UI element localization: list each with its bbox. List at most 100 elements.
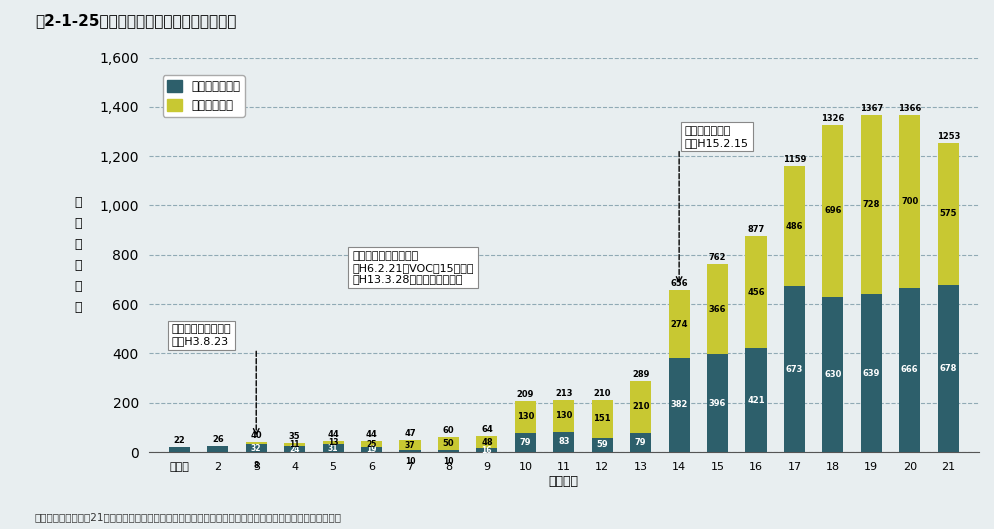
Bar	[554, 399, 575, 432]
Text: 130: 130	[517, 412, 534, 421]
Text: 1366: 1366	[899, 104, 921, 113]
Text: 79: 79	[520, 438, 531, 447]
Text: 50: 50	[442, 439, 454, 448]
Text: 396: 396	[709, 399, 727, 408]
Bar	[400, 441, 420, 450]
Text: 47: 47	[405, 430, 415, 439]
Bar	[361, 448, 382, 452]
Text: 666: 666	[901, 366, 918, 375]
Text: 289: 289	[632, 370, 649, 379]
Text: 31: 31	[328, 444, 338, 453]
Text: 11: 11	[289, 440, 300, 449]
Bar	[207, 445, 229, 452]
Bar	[246, 444, 266, 452]
Text: 32: 32	[250, 444, 261, 453]
Text: 83: 83	[558, 437, 570, 446]
Text: 673: 673	[786, 364, 803, 373]
Bar	[746, 348, 766, 452]
Text: 1159: 1159	[782, 156, 806, 165]
Text: 728: 728	[863, 200, 880, 209]
Bar	[937, 143, 959, 285]
Text: 24: 24	[289, 444, 300, 453]
Text: 639: 639	[863, 369, 880, 378]
Text: 151: 151	[593, 414, 611, 423]
X-axis label: （年度）: （年度）	[549, 475, 579, 488]
Text: 630: 630	[824, 370, 842, 379]
Text: 1253: 1253	[936, 132, 960, 141]
Text: 64: 64	[481, 425, 493, 434]
Bar	[630, 381, 651, 433]
Text: 60: 60	[442, 426, 454, 435]
Bar	[784, 166, 805, 286]
Bar	[438, 450, 459, 452]
Text: 19: 19	[367, 445, 377, 454]
Text: 土壌環境基準の設定
設定H3.8.23: 土壌環境基準の設定 設定H3.8.23	[172, 324, 232, 346]
Bar	[591, 437, 613, 452]
Bar	[361, 441, 382, 448]
Bar	[707, 354, 729, 452]
Text: 213: 213	[555, 389, 573, 398]
Bar	[630, 433, 651, 452]
Bar	[900, 115, 920, 288]
Text: 16: 16	[482, 445, 492, 454]
Text: 696: 696	[824, 206, 842, 215]
Bar	[822, 125, 844, 297]
Bar	[322, 444, 344, 452]
Text: 382: 382	[670, 400, 688, 409]
Bar	[822, 297, 844, 452]
Text: 421: 421	[747, 396, 764, 405]
Text: 209: 209	[517, 389, 534, 398]
Text: 図2-1-25　年度別の土壌汚染判明事例件数: 図2-1-25 年度別の土壌汚染判明事例件数	[35, 13, 237, 28]
Text: 1326: 1326	[821, 114, 845, 123]
Text: 877: 877	[747, 225, 764, 234]
Text: 出典：環境省「平成21年度　土壌汚染対策法の施行状況及び土壌汚染調査・対策事例等に関する調査結果」: 出典：環境省「平成21年度 土壌汚染対策法の施行状況及び土壌汚染調査・対策事例等…	[35, 513, 342, 523]
Bar	[669, 290, 690, 358]
Bar	[937, 285, 959, 452]
Bar	[169, 446, 190, 452]
Text: 700: 700	[902, 197, 918, 206]
Bar	[861, 115, 882, 295]
Text: 130: 130	[555, 411, 573, 420]
Text: 59: 59	[596, 440, 608, 449]
Bar	[784, 286, 805, 452]
Text: 762: 762	[709, 253, 727, 262]
Text: 土壌汚染対策法
施行H15.2.15: 土壌汚染対策法 施行H15.2.15	[685, 126, 748, 148]
Text: 37: 37	[405, 441, 415, 450]
Y-axis label: 調
査
事
例
件
数: 調 査 事 例 件 数	[75, 196, 83, 314]
Text: 1367: 1367	[860, 104, 883, 113]
Bar	[746, 236, 766, 348]
Bar	[591, 400, 613, 437]
Bar	[476, 448, 497, 452]
Text: 486: 486	[785, 222, 803, 231]
Text: 575: 575	[939, 209, 957, 218]
Bar	[246, 442, 266, 444]
Text: 13: 13	[328, 439, 338, 448]
Text: 79: 79	[635, 438, 646, 447]
Bar	[438, 437, 459, 450]
Bar	[284, 443, 305, 446]
Bar	[515, 433, 536, 452]
Text: 10: 10	[443, 458, 453, 467]
Text: 44: 44	[366, 430, 378, 439]
Text: 210: 210	[632, 402, 649, 411]
Text: 8: 8	[253, 461, 258, 470]
Bar	[669, 358, 690, 452]
Legend: 非超過事例件数, 超過事例件数: 非超過事例件数, 超過事例件数	[163, 75, 245, 117]
Bar	[322, 441, 344, 444]
Text: 40: 40	[250, 431, 262, 440]
Text: 366: 366	[709, 305, 727, 314]
Bar	[476, 436, 497, 448]
Text: 10: 10	[405, 458, 415, 467]
Text: 456: 456	[747, 288, 764, 297]
Bar	[900, 288, 920, 452]
Bar	[284, 446, 305, 452]
Text: 678: 678	[939, 364, 957, 373]
Bar	[554, 432, 575, 452]
Bar	[861, 295, 882, 452]
Text: 22: 22	[173, 436, 185, 445]
Bar	[707, 264, 729, 354]
Text: 44: 44	[327, 430, 339, 439]
Text: 274: 274	[670, 320, 688, 329]
Text: 656: 656	[670, 279, 688, 288]
Text: 210: 210	[593, 389, 611, 398]
